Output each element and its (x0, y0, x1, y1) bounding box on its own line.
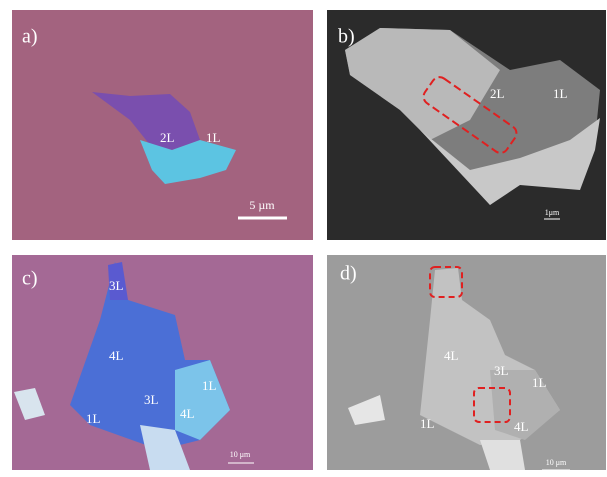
scale-label: 10 μm (546, 458, 567, 467)
layer-label: 1L (202, 378, 217, 393)
panel-a: a) 2L 1L 5 µm (12, 10, 313, 240)
layer-label: 1L (86, 411, 101, 426)
panel-c: c) 3L 4L 3L 1L 1L 4L 10 μm (12, 255, 313, 470)
layer-label: 1L (553, 86, 568, 101)
scale-label: 10 μm (230, 450, 251, 459)
layer-label: 3L (494, 363, 509, 378)
panel-label: a) (22, 26, 38, 48)
scale-label: 1μm (545, 208, 560, 217)
layer-label: 2L (490, 86, 505, 101)
layer-label: 1L (206, 130, 221, 145)
layer-label: 4L (444, 348, 459, 363)
layer-label: 4L (109, 348, 124, 363)
layer-label: 2L (160, 130, 175, 145)
layer-label: 3L (144, 392, 159, 407)
panel-d: d) 4L 3L 1L 1L 4L 10 μm (327, 255, 606, 470)
scale-label: 5 µm (249, 198, 275, 212)
figure: a) 2L 1L 5 µm b) 2L 1L 1μm c) 3L 4L 3L 1… (0, 0, 607, 477)
layer-label: 4L (180, 406, 195, 421)
panel-label: b) (338, 26, 355, 48)
panel-b: b) 2L 1L 1μm (327, 10, 606, 240)
layer-label: 3L (109, 278, 124, 293)
panel-label: d) (340, 263, 357, 285)
layer-label: 1L (420, 416, 435, 431)
layer-label: 1L (532, 375, 547, 390)
layer-label: 4L (514, 419, 529, 434)
panel-label: c) (22, 268, 38, 290)
